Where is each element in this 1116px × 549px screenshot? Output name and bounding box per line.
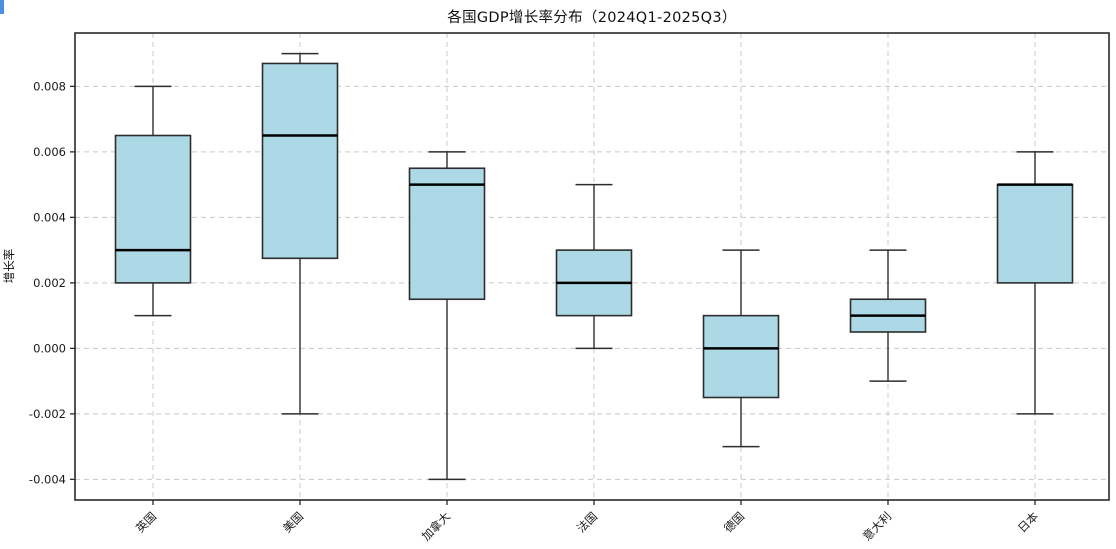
box — [702, 314, 780, 399]
y-tick-label: -0.002 — [29, 407, 66, 421]
x-tick-label: 德国 — [721, 509, 747, 535]
x-tick-label: 加拿大 — [419, 509, 454, 544]
x-tick-label: 法国 — [574, 509, 600, 535]
y-tick-label: 0.000 — [33, 341, 66, 355]
x-tick-label: 意大利 — [860, 509, 894, 543]
box — [996, 183, 1074, 284]
cursor-artifact — [0, 0, 4, 14]
x-tick-label: 英国 — [133, 509, 159, 535]
x-tick-label: 美国 — [280, 509, 306, 535]
box — [114, 134, 192, 284]
y-tick-label: -0.004 — [29, 472, 66, 486]
y-tick-label: 0.002 — [33, 276, 66, 290]
chart-title: 各国GDP增长率分布（2024Q1-2025Q3） — [447, 10, 737, 26]
axes-border — [74, 32, 1110, 501]
box — [408, 167, 486, 301]
box — [261, 62, 339, 260]
y-tick-label: 0.006 — [33, 145, 66, 159]
y-tick-label: 0.004 — [33, 210, 66, 224]
x-tick-label: 日本 — [1015, 509, 1042, 536]
y-tick-label: 0.008 — [33, 79, 66, 93]
